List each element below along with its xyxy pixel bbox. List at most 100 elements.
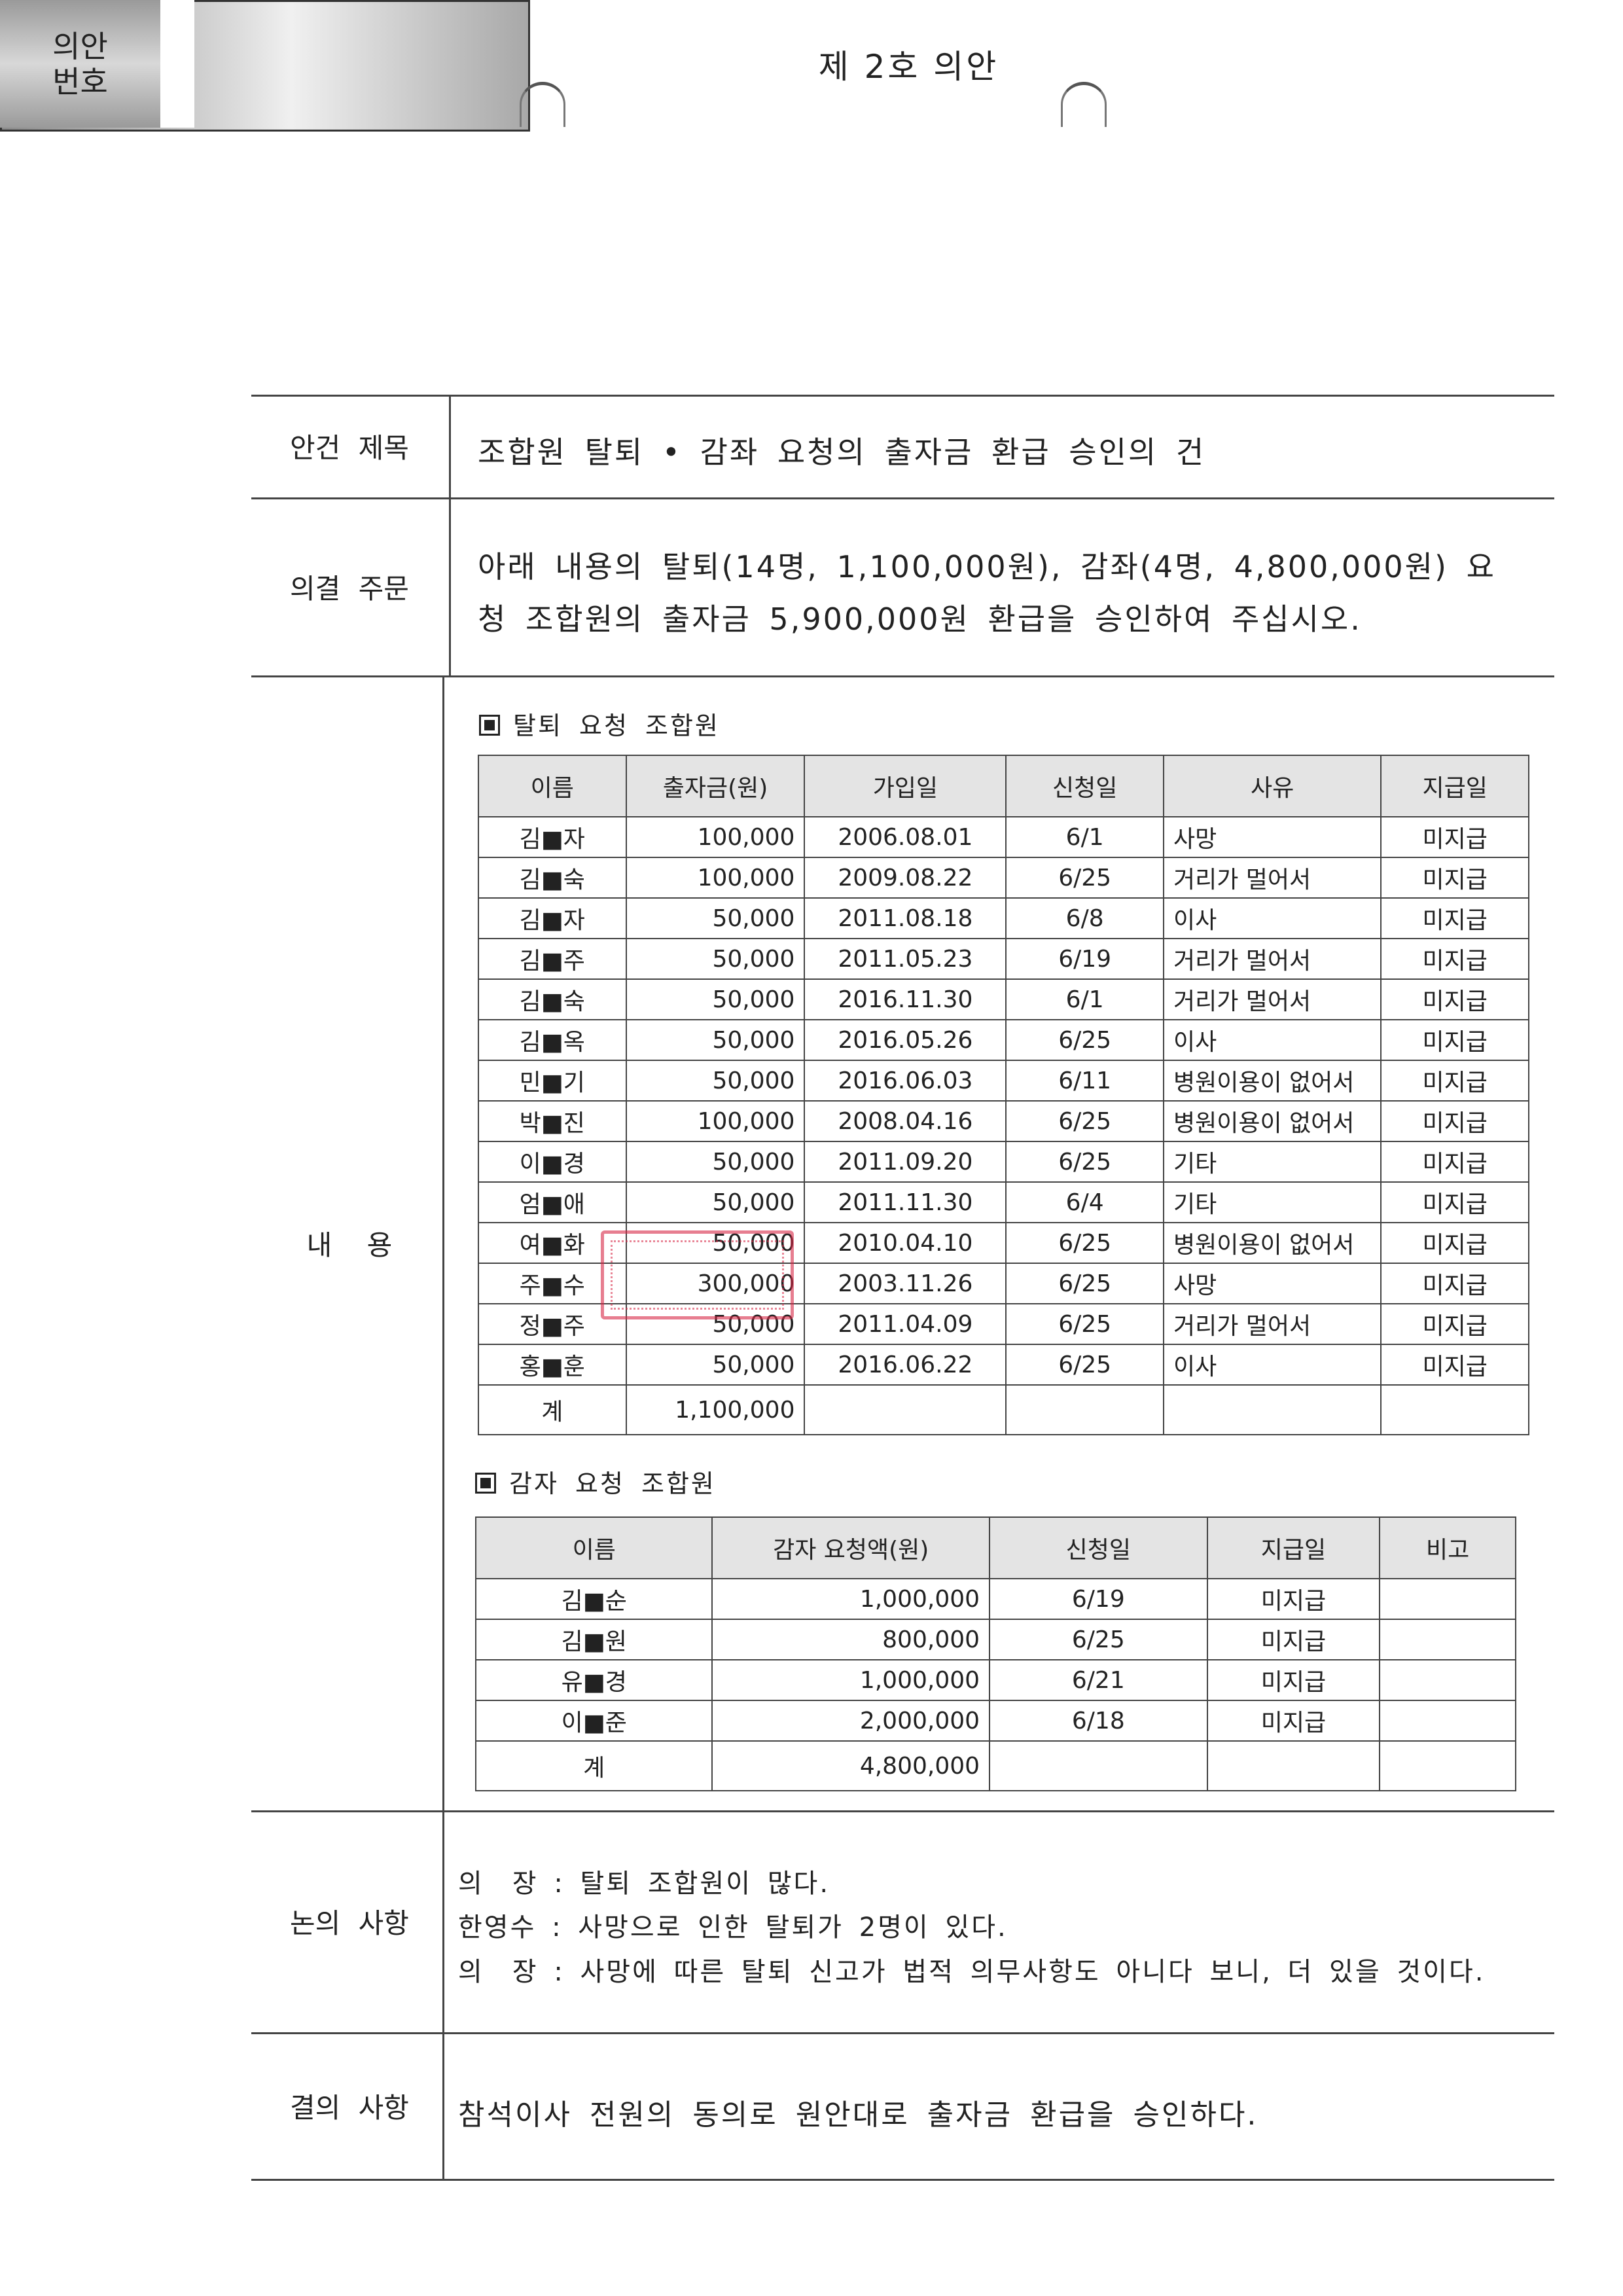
table-cell: 김■자 xyxy=(478,816,627,858)
resolution-label: 의결 주문 xyxy=(290,572,409,605)
table-cell: 1,000,000 xyxy=(711,1578,991,1620)
column-header: 비고 xyxy=(1379,1516,1516,1579)
table-cell: 2006.08.01 xyxy=(804,816,1007,858)
resolution-line-2: 청 조합원의 출자금 5,900,000원 환급을 승인하여 주십시오. xyxy=(478,601,1362,637)
table-row: 정■주 50,000 2011.04.09 6/25 거리가 멀어서 미지급 xyxy=(478,1303,1529,1345)
table-cell: 100,000 xyxy=(625,816,806,858)
table-cell: 50,000 xyxy=(625,1344,806,1386)
table-cell: 미지급 xyxy=(1206,1659,1381,1701)
column-header: 출자금(원) xyxy=(625,755,806,817)
table-cell: 2016.06.22 xyxy=(804,1344,1007,1386)
withdrawal-section-title: 탈퇴 요청 조합원 xyxy=(479,706,720,742)
decision-label: 결의 사항 xyxy=(290,2091,409,2124)
table-cell: 미지급 xyxy=(1380,1303,1529,1345)
total-cell: 4,800,000 xyxy=(711,1740,991,1791)
table-cell: 엄■애 xyxy=(478,1181,627,1223)
table-cell: 6/19 xyxy=(1005,938,1164,980)
table-cell: 미지급 xyxy=(1380,816,1529,858)
table-cell: 50,000 xyxy=(625,1222,806,1264)
table-cell: 거리가 멀어서 xyxy=(1162,1303,1382,1345)
table-cell: 6/25 xyxy=(1005,1141,1164,1183)
table-row: 주■수 300,000 2003.11.26 6/25 사망 미지급 xyxy=(478,1263,1529,1304)
table-cell xyxy=(1379,1578,1516,1620)
table-cell: 이사 xyxy=(1162,897,1382,939)
table-cell: 6/25 xyxy=(1005,1100,1164,1142)
table-cell: 2016.05.26 xyxy=(804,1019,1007,1061)
table-cell: 6/25 xyxy=(1005,857,1164,899)
table-cell: 김■자 xyxy=(478,897,627,939)
table-cell: 김■주 xyxy=(478,938,627,980)
table-cell: 미지급 xyxy=(1380,938,1529,980)
table-cell: 미지급 xyxy=(1380,978,1529,1020)
table-row: 이■경 50,000 2011.09.20 6/25 기타 미지급 xyxy=(478,1141,1529,1183)
agenda-title-text: 조합원 탈퇴 • 감좌 요청의 출자금 환급 승인의 건 xyxy=(478,435,1206,470)
table-cell: 기타 xyxy=(1162,1141,1382,1183)
agenda-number-label: 의안 번호 xyxy=(0,0,160,128)
table-row: 박■진 100,000 2008.04.16 6/25 병원이용이 없어서 미지급 xyxy=(478,1100,1529,1142)
checkbox-bullet-icon xyxy=(479,715,500,736)
table-cell: 50,000 xyxy=(625,897,806,939)
table-cell xyxy=(1379,1659,1516,1701)
column-header: 이름 xyxy=(474,1516,713,1579)
table-cell: 미지급 xyxy=(1380,1263,1529,1304)
table-row: 김■자 50,000 2011.08.18 6/8 이사 미지급 xyxy=(478,897,1529,939)
table-cell: 50,000 xyxy=(625,1019,806,1061)
table-cell: 800,000 xyxy=(711,1619,991,1660)
discussion-line: 의 장 : 탈퇴 조합원이 많다. xyxy=(458,1869,830,1899)
content-label: 내 용 xyxy=(306,1229,393,1261)
table-row: 김■순 1,000,000 6/19 미지급 xyxy=(474,1578,1516,1620)
table-cell: 6/21 xyxy=(989,1659,1208,1701)
column-header: 지급일 xyxy=(1206,1516,1381,1579)
table-cell: 미지급 xyxy=(1380,1019,1529,1061)
table-cell: 미지급 xyxy=(1380,1060,1529,1102)
reduction-section-title: 감자 요청 조합원 xyxy=(475,1463,716,1499)
column-header: 감자 요청액(원) xyxy=(711,1516,991,1579)
table-cell: 6/25 xyxy=(989,1619,1208,1660)
reduction-table: 이름 감자 요청액(원) 신청일 지급일 비고 김■순 1,000,000 6/19 미지급 김■… xyxy=(474,1516,1516,1791)
table-cell: 2,000,000 xyxy=(711,1700,991,1742)
table-cell: 병원이용이 없어서 xyxy=(1162,1060,1382,1102)
table-cell: 6/25 xyxy=(1005,1344,1164,1386)
table-cell: 6/25 xyxy=(1005,1222,1164,1264)
table-cell: 미지급 xyxy=(1206,1619,1381,1660)
table-cell: 병원이용이 없어서 xyxy=(1162,1222,1382,1264)
table-row: 유■경 1,000,000 6/21 미지급 xyxy=(474,1659,1516,1701)
table-cell: 거리가 멀어서 xyxy=(1162,978,1382,1020)
discussion-line: 한영수 : 사망으로 인한 탈퇴가 2명이 있다. xyxy=(458,1912,1008,1943)
total-cell xyxy=(989,1740,1208,1791)
table-cell: 50,000 xyxy=(625,1060,806,1102)
decision-text: 참석이사 전원의 동의로 원안대로 출자금 환급을 승인하다. xyxy=(458,2098,1258,2132)
table-cell: 50,000 xyxy=(625,938,806,980)
table-cell: 유■경 xyxy=(474,1659,713,1701)
table-cell: 미지급 xyxy=(1206,1578,1381,1620)
table-cell: 50,000 xyxy=(625,978,806,1020)
agenda-number-value: 제 2호 의안 xyxy=(818,47,999,86)
table-cell: 미지급 xyxy=(1380,1100,1529,1142)
total-cell xyxy=(1379,1740,1516,1791)
column-header: 신청일 xyxy=(989,1516,1208,1579)
table-cell: 사망 xyxy=(1162,1263,1382,1304)
column-header: 지급일 xyxy=(1380,755,1529,817)
red-seal-stamp xyxy=(601,1230,794,1319)
table-row: 김■주 50,000 2011.05.23 6/19 거리가 멀어서 미지급 xyxy=(478,938,1529,980)
table-row: 여■화 50,000 2010.04.10 6/25 병원이용이 없어서 미지급 xyxy=(478,1222,1529,1264)
table-cell: 2011.09.20 xyxy=(804,1141,1007,1183)
total-cell xyxy=(1162,1384,1382,1435)
total-cell xyxy=(804,1384,1007,1435)
resolution-line-1: 아래 내용의 탈퇴(14명, 1,100,000원), 감좌(4명, 4,800… xyxy=(478,549,1496,584)
table-row: 홍■훈 50,000 2016.06.22 6/25 이사 미지급 xyxy=(478,1344,1529,1386)
table-cell: 50,000 xyxy=(625,1303,806,1345)
table-cell: 2003.11.26 xyxy=(804,1263,1007,1304)
table-cell: 김■순 xyxy=(474,1578,713,1620)
table-cell: 2016.06.03 xyxy=(804,1060,1007,1102)
table-row: 민■기 50,000 2016.06.03 6/11 병원이용이 없어서 미지급 xyxy=(478,1060,1529,1102)
column-header: 사유 xyxy=(1162,755,1382,817)
table-row: 엄■애 50,000 2011.11.30 6/4 기타 미지급 xyxy=(478,1181,1529,1223)
table-cell: 병원이용이 없어서 xyxy=(1162,1100,1382,1142)
table-cell: 2011.04.09 xyxy=(804,1303,1007,1345)
table-cell: 2011.05.23 xyxy=(804,938,1007,980)
table-cell xyxy=(1379,1619,1516,1660)
agenda-number-box: 의안 번호 제 2호 의안 xyxy=(0,0,996,132)
table-cell: 6/8 xyxy=(1005,897,1164,939)
table-cell: 100,000 xyxy=(625,1100,806,1142)
